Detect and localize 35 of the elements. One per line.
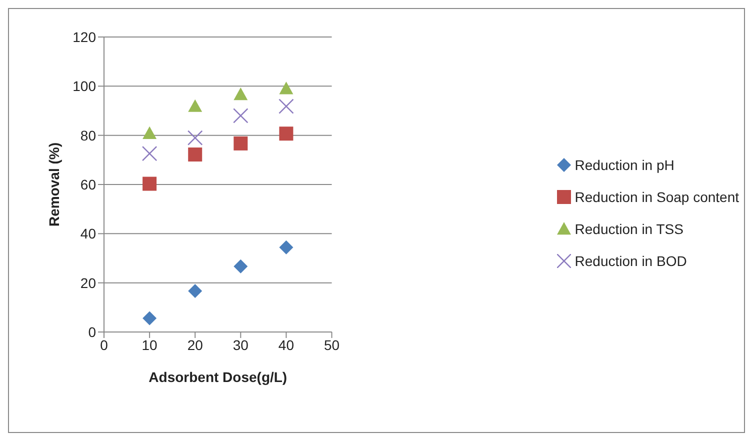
x-tick-label: 50 bbox=[324, 336, 340, 353]
point bbox=[279, 82, 294, 94]
point bbox=[142, 126, 157, 139]
y-tick-label: 0 bbox=[88, 324, 96, 340]
point bbox=[188, 148, 202, 162]
y-tick-label: 40 bbox=[80, 226, 96, 242]
y-tick-label: 60 bbox=[80, 176, 96, 192]
point bbox=[142, 311, 157, 326]
legend-label: Reduction in TSS bbox=[574, 220, 684, 236]
x-tick-label: 0 bbox=[100, 336, 108, 353]
point bbox=[142, 146, 158, 162]
point bbox=[188, 99, 202, 112]
point bbox=[234, 136, 248, 150]
point bbox=[278, 98, 294, 114]
y-tick-label: 120 bbox=[72, 28, 96, 45]
y-tick-label: 100 bbox=[72, 78, 96, 94]
point bbox=[279, 126, 294, 141]
point bbox=[279, 240, 294, 254]
y-axis-title: Removal (%) bbox=[46, 142, 62, 227]
point bbox=[234, 88, 248, 100]
point bbox=[187, 130, 203, 146]
x-tick-label: 10 bbox=[142, 336, 158, 353]
point bbox=[233, 108, 248, 124]
point bbox=[142, 176, 157, 191]
x-tick-label: 40 bbox=[278, 336, 294, 353]
legend-label: Reduction in Soap content bbox=[574, 188, 739, 204]
legend-label: Reduction in pH bbox=[574, 156, 674, 172]
point bbox=[188, 284, 202, 298]
y-tick-label: 80 bbox=[80, 127, 96, 144]
point bbox=[234, 259, 248, 274]
x-tick-label: 20 bbox=[187, 336, 204, 353]
legend-label: Reduction in BOD bbox=[574, 252, 687, 268]
x-tick-label: 30 bbox=[232, 336, 249, 353]
x-axis-title: Adsorbent Dose(g/L) bbox=[148, 369, 288, 385]
y-tick-label: 20 bbox=[80, 274, 96, 291]
